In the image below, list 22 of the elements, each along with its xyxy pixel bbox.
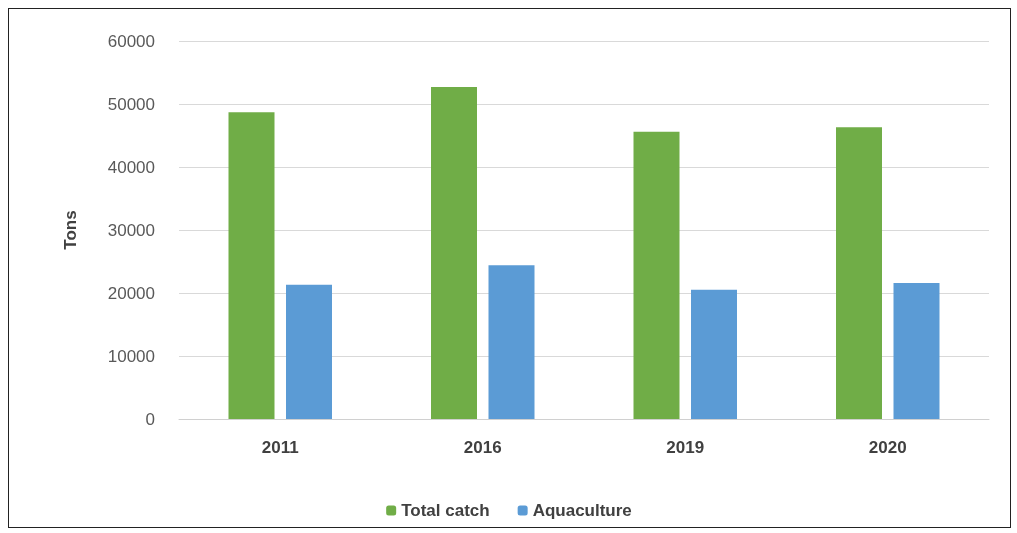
y-tick-label: 10000 xyxy=(107,346,155,366)
y-axis-title: Tons xyxy=(61,210,80,250)
y-tick-label: 50000 xyxy=(107,94,155,114)
x-tick-label: 2011 xyxy=(261,438,299,457)
legend-label: Total catch xyxy=(401,501,490,520)
y-tick-label: 60000 xyxy=(107,31,155,51)
bar xyxy=(228,112,275,419)
y-tick-label: 30000 xyxy=(107,220,155,240)
legend-label: Aquaculture xyxy=(532,501,632,520)
y-tick-label: 20000 xyxy=(107,283,155,303)
bar xyxy=(691,289,737,419)
y-tick-label: 40000 xyxy=(107,157,155,177)
x-tick-label: 2016 xyxy=(463,438,502,457)
bar xyxy=(893,282,940,419)
bar xyxy=(836,127,882,419)
bar xyxy=(431,86,477,419)
x-tick-label: 2020 xyxy=(868,438,907,457)
y-tick-label: 0 xyxy=(145,409,155,429)
bar xyxy=(633,131,680,419)
bar xyxy=(488,265,535,419)
x-tick-label: 2019 xyxy=(666,438,705,457)
bar xyxy=(286,284,332,419)
